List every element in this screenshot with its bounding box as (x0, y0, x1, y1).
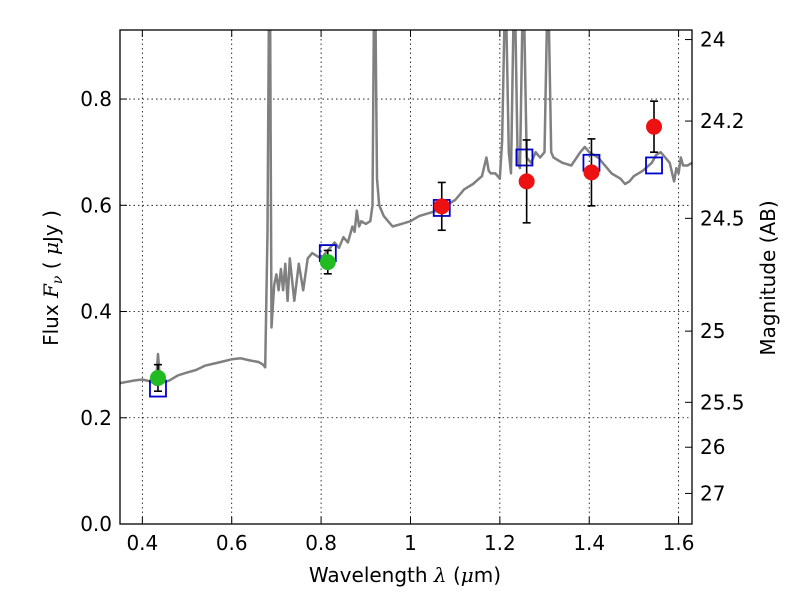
y2-tick-label: 24.2 (700, 109, 745, 133)
y2-tick-label: 26 (700, 435, 725, 459)
y2-axis-label: Magnitude (AB) (756, 200, 780, 355)
x-tick-label: 1.4 (573, 531, 605, 555)
y-tick-label: 0.8 (80, 87, 112, 111)
model-photometry-square (645, 156, 663, 175)
x-tick-label: 1.2 (484, 531, 516, 555)
nir-photometry-point (583, 164, 600, 181)
y2-tick-label: 25 (700, 319, 725, 343)
y2-tick-label: 24 (700, 28, 725, 52)
nir-photometry-point (646, 118, 663, 135)
x-axis-label-symbol: λ (433, 563, 447, 587)
spectrum-line (120, 30, 692, 387)
x-tick-label: 0.8 (305, 531, 337, 555)
x-tick-label: 1 (404, 531, 417, 555)
y2-tick-label: 25.5 (700, 390, 745, 414)
grid-lines (120, 30, 692, 524)
y2-tick-label: 27 (700, 481, 725, 505)
x-tick-label: 0.6 (216, 531, 248, 555)
y2-tick-label: 24.5 (700, 206, 745, 230)
x-axis-label-suffix: m) (474, 563, 501, 587)
nir-photometry-point (433, 198, 450, 215)
optical-photometry-point (149, 369, 166, 386)
y-axis-label-subscript: ν (50, 275, 66, 284)
x-tick-label: 1.6 (663, 531, 695, 555)
plot-area (120, 30, 692, 398)
y-axis-label-symbol: F (39, 283, 63, 299)
y-tick-label: 0.2 (80, 406, 112, 430)
y-tick-label: 0.0 (80, 512, 112, 536)
y-axis-label-unit-symbol: μ (39, 242, 63, 255)
x-tick-label: 0.4 (126, 531, 158, 555)
x-axis-label: Wavelength λ (μm) (309, 563, 501, 587)
nir-photometry-point (518, 173, 535, 190)
y-axis-label-mid: ( (39, 255, 63, 276)
plot-inner (120, 30, 692, 398)
plot-frame (119, 29, 693, 525)
y-axis-label: Flux Fν ( μJy ) (39, 210, 66, 346)
model-photometry-square (515, 148, 534, 167)
x-axis-label-mid: ( (447, 563, 461, 587)
y-tick-label: 0.4 (80, 300, 112, 324)
y-tick-label: 0.6 (80, 193, 112, 217)
x-axis-label-unit-symbol: μ (461, 563, 474, 587)
optical-photometry-point (319, 254, 336, 271)
y-axis-label-suffix: Jy ) (39, 210, 63, 244)
y-axis-label-prefix: Flux (39, 298, 63, 346)
x-axis-label-prefix: Wavelength (309, 563, 434, 587)
axis-ticks: 0.4 0.6 0.8 1 1.2 1.4 1.6 0.0 0.2 0.4 0.6 0.8 24 24.2… (80, 28, 744, 555)
